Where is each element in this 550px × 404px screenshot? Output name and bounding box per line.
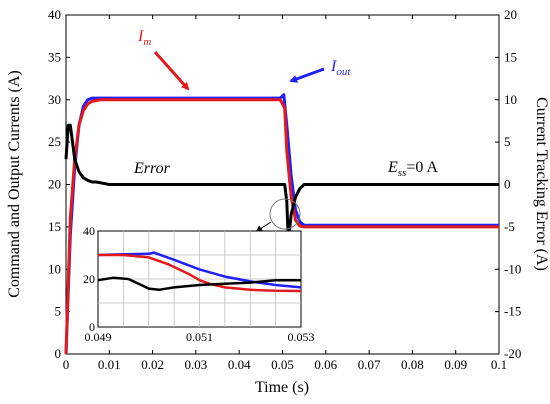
y-tick-label-left: 40 [48, 7, 61, 22]
series-line-im [64, 98, 499, 355]
y-tick-label-right: -20 [504, 346, 521, 361]
im-annotation-symbol: I [137, 28, 144, 45]
y-tick-label-right: 10 [504, 92, 517, 107]
y-tick-label-left: 30 [48, 92, 61, 107]
ess-annotation-subscript: ss [398, 167, 407, 179]
inset-series-line-im [98, 253, 302, 293]
x-tick-label: 0.07 [358, 357, 381, 372]
y-tick-label-left: 5 [55, 304, 62, 319]
main-axis-ticks: 0 0.01 0.02 0.03 0.04 0.05 0.06 0.07 0.08 0.09 0.1… [48, 7, 521, 372]
y-tick-label-right: 5 [504, 134, 511, 149]
ess-annotation: Ess=0 A [387, 159, 438, 179]
x-tick-label: 0.08 [401, 357, 424, 372]
error-annotation: Error [133, 160, 171, 177]
ess-annotation-symbol: E [387, 159, 398, 176]
y-tick-label-right: 0 [504, 177, 511, 192]
iout-arrow [289, 67, 325, 83]
inset-y-tick-label: 0 [89, 320, 95, 334]
x-tick-label: 0.09 [444, 357, 467, 372]
series-line-error [64, 123, 499, 237]
im-arrow [153, 51, 190, 91]
inset-ticks: 0.049 0.051 0.053 0 20 40 [83, 224, 315, 344]
x-tick-label: 0.02 [141, 357, 164, 372]
x-tick-label: 0.01 [98, 357, 121, 372]
main-plot-lines [64, 93, 499, 355]
x-tick-label: 0.04 [228, 357, 251, 372]
zoom-circle [269, 198, 301, 230]
inset-x-tick-label: 0.051 [186, 330, 213, 344]
iout-annotation: Iout [330, 58, 351, 78]
x-tick-label: 0.1 [491, 357, 507, 372]
y-tick-label-left: 0 [55, 346, 62, 361]
inset-x-tick-label: 0.049 [85, 330, 112, 344]
y-tick-label-left: 20 [48, 177, 61, 192]
inset-y-tick-label: 20 [83, 272, 95, 286]
y-tick-label-right: -15 [504, 304, 521, 319]
y-tick-label-left: 35 [48, 49, 61, 64]
x-tick-label: 0.03 [185, 357, 208, 372]
x-tick-label: 0.06 [314, 357, 337, 372]
inset-x-tick-label: 0.053 [288, 330, 315, 344]
inset-series-line-iout [97, 251, 302, 289]
im-annotation-subscript: m [143, 36, 151, 48]
x-tick-label: 0.05 [271, 357, 294, 372]
y-tick-label-right: 20 [504, 7, 517, 22]
iout-annotation-subscript: out [336, 66, 351, 78]
y-tick-label-right: -5 [504, 219, 515, 234]
iout-annotation-symbol: I [330, 58, 337, 75]
ess-annotation-value: =0 A [406, 159, 438, 176]
inset-y-tick-label: 40 [83, 224, 95, 238]
x-tick-label: 0 [63, 357, 70, 372]
inset-chart: 0.049 0.051 0.053 0 20 40 [83, 224, 315, 344]
inset-series-line-error [97, 276, 301, 292]
y-axis-left-label: Command and Output Currents (A) [6, 70, 23, 298]
inset-lines [97, 251, 302, 293]
y-tick-label-left: 15 [48, 219, 61, 234]
y-axis-right-label: Current Tracking Error (A) [533, 97, 550, 271]
x-axis-label: Time (s) [255, 379, 309, 396]
zoom-pointer-arrow [255, 221, 272, 233]
y-tick-label-left: 10 [48, 261, 61, 276]
y-tick-label-left: 25 [48, 134, 61, 149]
y-tick-label-right: 15 [504, 49, 517, 64]
im-annotation: Im [137, 28, 151, 48]
y-tick-label-right: -10 [504, 261, 521, 276]
